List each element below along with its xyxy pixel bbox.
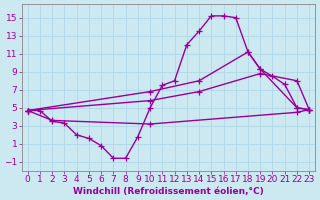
X-axis label: Windchill (Refroidissement éolien,°C): Windchill (Refroidissement éolien,°C)	[73, 187, 264, 196]
